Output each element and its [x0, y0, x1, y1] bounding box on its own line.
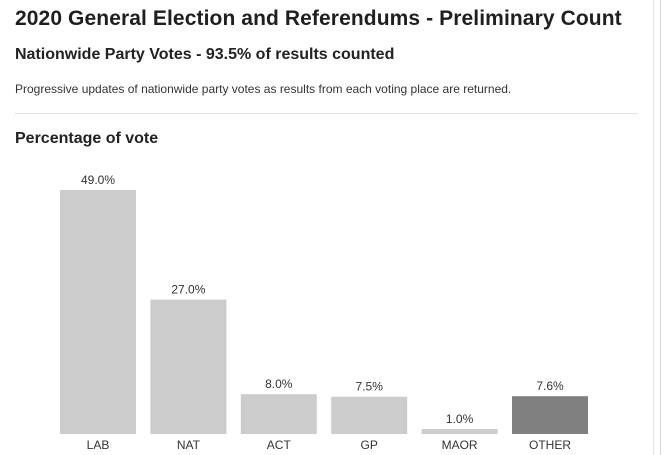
bar-nat[interactable] — [150, 299, 227, 434]
value-label-act: 8.0% — [265, 377, 293, 391]
bar-maor[interactable] — [421, 429, 498, 434]
bar-act[interactable] — [240, 394, 317, 434]
value-labels-group: 49.0% 27.0% 8.0% 7.5% 1.0% 7.6% — [81, 173, 564, 426]
window-edge — [653, 0, 667, 455]
value-label-nat: 27.0% — [171, 283, 205, 297]
divider — [15, 113, 638, 114]
page-title: 2020 General Election and Referendums - … — [15, 7, 622, 30]
page-subtitle: Nationwide Party Votes - 93.5% of result… — [15, 46, 395, 63]
scroll-track — [660, 0, 661, 455]
bars-group — [60, 190, 588, 434]
category-label-gp: GP — [361, 438, 378, 452]
category-label-other: OTHER — [529, 438, 571, 452]
value-label-lab: 49.0% — [81, 173, 115, 187]
category-label-lab: LAB — [87, 438, 110, 452]
party-vote-bar-chart: 49.0% 27.0% 8.0% 7.5% 1.0% 7.6% LAB NAT ACT GP MA… — [60, 173, 588, 452]
category-label-act: ACT — [267, 438, 292, 452]
bar-other[interactable] — [512, 396, 588, 434]
bar-gp[interactable] — [331, 396, 408, 434]
category-label-nat: NAT — [177, 438, 201, 452]
value-label-gp: 7.5% — [356, 380, 384, 394]
results-panel: 2020 General Election and Referendums - … — [15, 7, 638, 452]
value-label-maor: 1.0% — [446, 412, 474, 426]
bar-lab[interactable] — [60, 190, 136, 434]
chart-title: Percentage of vote — [15, 130, 159, 147]
category-label-maor: MAOR — [442, 438, 478, 452]
value-label-other: 7.6% — [536, 379, 564, 393]
category-labels-group: LAB NAT ACT GP MAOR OTHER — [87, 438, 572, 452]
page-description: Progressive updates of nationwide party … — [15, 82, 512, 96]
